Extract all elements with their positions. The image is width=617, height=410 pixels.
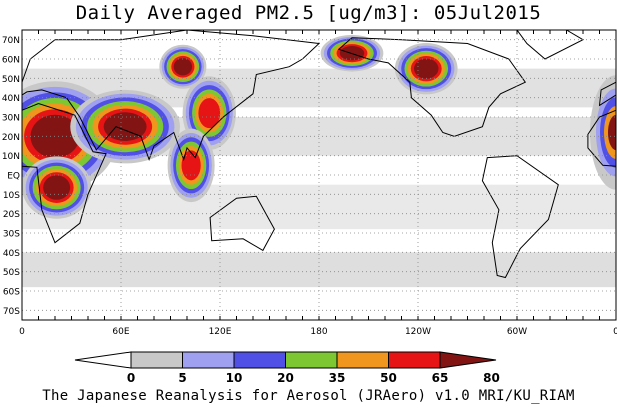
colorbar-segment — [130, 351, 183, 369]
east-china-level-6 — [198, 98, 221, 129]
lon-tick-label: 180 — [310, 327, 327, 337]
lat-tick-label: EQ — [7, 172, 20, 182]
lat-tick-label: 30N — [2, 114, 20, 124]
credit-line: The Japanese Reanalysis for Aerosol (JRA… — [42, 388, 575, 404]
colorbar-level-label: 0 — [127, 371, 135, 385]
colorbar-segment — [285, 351, 338, 369]
lon-tick-label: 0 — [613, 327, 617, 337]
coastline-south-america — [481, 155, 559, 279]
lon-tick-label: 120E — [209, 327, 232, 337]
lon-tick-label: 60E — [112, 327, 129, 337]
lon-tick-label: 120W — [405, 327, 431, 337]
lat-tick-label: 60S — [3, 288, 20, 298]
sahara-wrap-level-7 — [608, 114, 616, 151]
coastline-australia — [209, 195, 275, 252]
lat-tick-label: 10N — [2, 152, 20, 162]
colorbar-segment — [439, 351, 497, 369]
longitude-labels: 0 60E 120E 180 120W 60W 0 — [19, 327, 617, 337]
colorbar-level-label: 10 — [226, 371, 243, 385]
colorbar-segment — [336, 351, 389, 369]
lat-tick-label: 20S — [3, 210, 20, 220]
colorbar-level-label: 50 — [380, 371, 397, 385]
southern-ocean-band — [22, 252, 616, 288]
coastline-africa — [22, 102, 107, 244]
colorbar-level-label: 5 — [178, 371, 186, 385]
lat-tick-label: 40N — [2, 94, 20, 104]
lat-tick-label: 30S — [3, 230, 20, 240]
lat-tick-label: 70S — [3, 307, 20, 317]
coastline-africa-wrap — [587, 109, 616, 167]
lat-tick-label: 50N — [2, 75, 20, 85]
se-asia-level-6 — [181, 150, 201, 181]
colorbar-level-label: 65 — [432, 371, 449, 385]
colorbar-segment — [233, 351, 286, 369]
map-frame — [21, 29, 617, 321]
lat-tick-label: 40S — [3, 249, 20, 259]
siberia-fires-level-7 — [173, 58, 193, 76]
coastline-north-america — [337, 37, 527, 137]
lat-tick-label: 20N — [2, 133, 20, 143]
lon-tick-label: 60W — [507, 327, 527, 337]
latitude-labels: 70N 60N 50N 40N 30N 20N 10N EQ 10S 20S 30S 40S 50S 60… — [2, 36, 20, 317]
map-title: Daily Averaged PM2.5 [ug/m3]: 05Jul2015 — [75, 2, 542, 24]
arabia-india-dust-level-7 — [103, 112, 147, 142]
canada-fires-level-7 — [413, 58, 439, 79]
colorbar-segment — [182, 351, 235, 369]
coastline-greenland — [516, 30, 585, 60]
lat-tick-label: 70N — [2, 36, 20, 46]
colorbar-level-label: 20 — [277, 371, 294, 385]
lat-tick-label: 10S — [3, 191, 20, 201]
colorbar-segment — [74, 351, 132, 369]
lat-tick-label: 60N — [2, 56, 20, 66]
colorbar: 0 5 10 20 35 50 65 80 — [74, 351, 500, 385]
colorbar-level-label: 80 — [483, 371, 500, 385]
colorbar-segment — [388, 351, 441, 369]
central-africa-fires-level-7 — [43, 175, 71, 200]
colorbar-level-label: 35 — [329, 371, 346, 385]
lon-tick-label: 0 — [19, 327, 25, 337]
lat-tick-label: 50S — [3, 268, 20, 278]
